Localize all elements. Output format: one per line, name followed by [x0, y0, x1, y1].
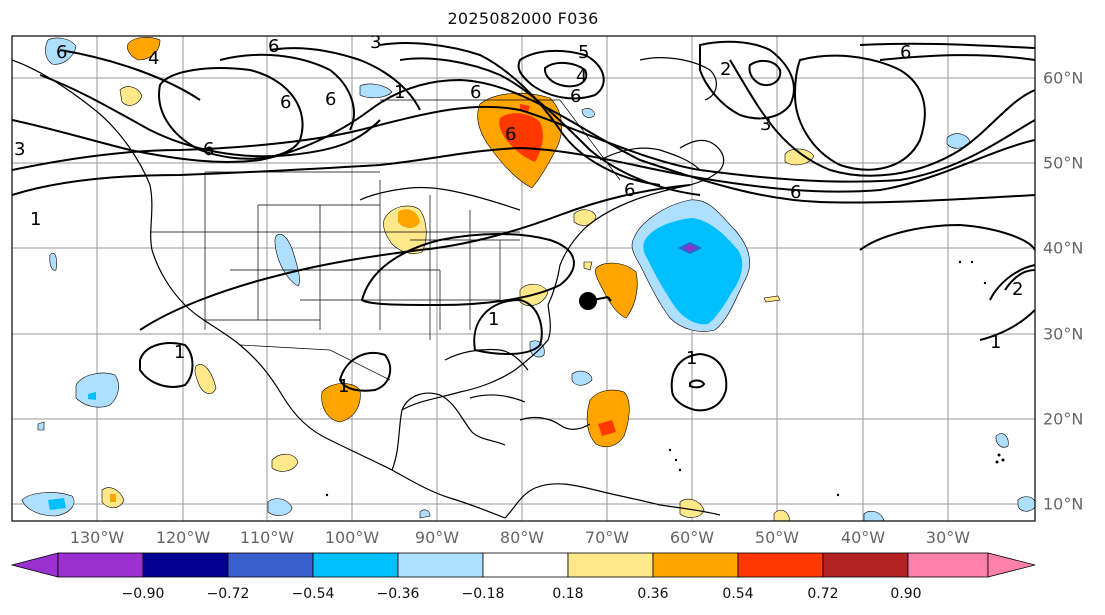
colorbar-bin	[57, 552, 144, 578]
contour-label: 2	[1012, 279, 1023, 300]
contour-label: 6	[280, 92, 291, 113]
contour-label: 6	[900, 42, 911, 63]
contour-label: 6	[325, 89, 336, 110]
colorbar-extend-high	[987, 552, 1036, 578]
hurricane-symbol	[579, 292, 612, 310]
colorbar-tick-label: 0.72	[807, 586, 839, 602]
positive-anomaly-shading	[101, 37, 815, 521]
contour-label: 1	[30, 209, 41, 230]
contour-label: 6	[268, 36, 279, 57]
contour-lines	[12, 40, 1035, 412]
contour-label: 1	[488, 309, 499, 330]
contour-label: 5	[578, 42, 589, 63]
longitude-label: 50°W	[754, 528, 800, 547]
colorbar-tick-label: 0.36	[637, 586, 669, 602]
contour-label: 2	[720, 59, 731, 80]
longitude-label: 120°W	[155, 528, 211, 547]
longitude-label: 70°W	[584, 528, 630, 547]
longitude-label: 90°W	[414, 528, 460, 547]
contour-label: 3	[14, 139, 25, 160]
colorbar-bin	[737, 552, 824, 578]
colorbar-bin	[312, 552, 399, 578]
latitude-label: 20°N	[1043, 409, 1084, 429]
colorbar-tick-label: −0.90	[121, 586, 165, 602]
colorbar-tick-label: 0.18	[552, 586, 584, 602]
colorbar-bin	[652, 552, 739, 578]
contour-label: 6	[56, 42, 67, 63]
contour-label: 6	[570, 86, 581, 107]
colorbar-tick-label: 0.54	[722, 586, 754, 602]
longitude-label: 30°W	[925, 528, 971, 547]
contour-label: 1	[990, 332, 1001, 353]
colorbar	[10, 552, 1036, 578]
colorbar-bin	[397, 552, 484, 578]
colorbar-bin	[822, 552, 909, 578]
colorbar-tick-label: −0.72	[206, 586, 250, 602]
contour-label: 1	[686, 348, 697, 369]
contour-label: 4	[148, 48, 159, 69]
island-dots	[325, 260, 1005, 497]
contour-labels: 6 6 3 6 4 6 6 5 4 6 6 6 2 3 6 3 6 6 1 1 …	[14, 32, 1023, 397]
latitude-label: 10°N	[1043, 494, 1084, 514]
contour-label: 6	[790, 182, 801, 203]
contour-label: 4	[576, 66, 587, 87]
contour-label: 1	[394, 82, 405, 103]
colorbar-tick-label: 0.90	[890, 586, 922, 602]
contour-label: 6	[470, 82, 481, 103]
contour-label: 1	[174, 342, 185, 363]
longitude-label: 40°W	[840, 528, 886, 547]
contour-label: 6	[505, 124, 516, 145]
colorbar-tick-label: −0.18	[461, 586, 505, 602]
negative-anomaly-shading	[21, 37, 1035, 521]
latitude-label: 30°N	[1043, 324, 1084, 344]
colorbar-tick-label: −0.36	[376, 586, 420, 602]
latitude-label: 50°N	[1043, 153, 1084, 173]
longitude-label: 110°W	[239, 528, 295, 547]
map-title: 2025082000 F036	[447, 9, 599, 28]
longitude-label: 60°W	[669, 528, 715, 547]
contour-label: 6	[624, 180, 635, 201]
contour-label: 1	[338, 376, 349, 397]
map-frame	[11, 35, 1036, 522]
contour-label: 3	[760, 114, 771, 135]
contour-label: 3	[370, 32, 381, 53]
colorbar-bin	[567, 552, 654, 578]
longitude-label: 80°W	[499, 528, 545, 547]
longitude-label: 130°W	[69, 528, 125, 547]
colorbar-extend-low	[10, 552, 59, 578]
colorbar-bin	[142, 552, 229, 578]
colorbar-bin	[482, 552, 569, 578]
coastlines	[12, 57, 725, 519]
colorbar-bin	[907, 552, 989, 578]
latitude-label: 40°N	[1043, 238, 1084, 258]
colorbar-bin	[227, 552, 314, 578]
contour-label: 6	[203, 139, 214, 160]
latitude-label: 60°N	[1043, 68, 1084, 88]
longitude-label: 100°W	[324, 528, 380, 547]
colorbar-tick-label: −0.54	[291, 586, 335, 602]
